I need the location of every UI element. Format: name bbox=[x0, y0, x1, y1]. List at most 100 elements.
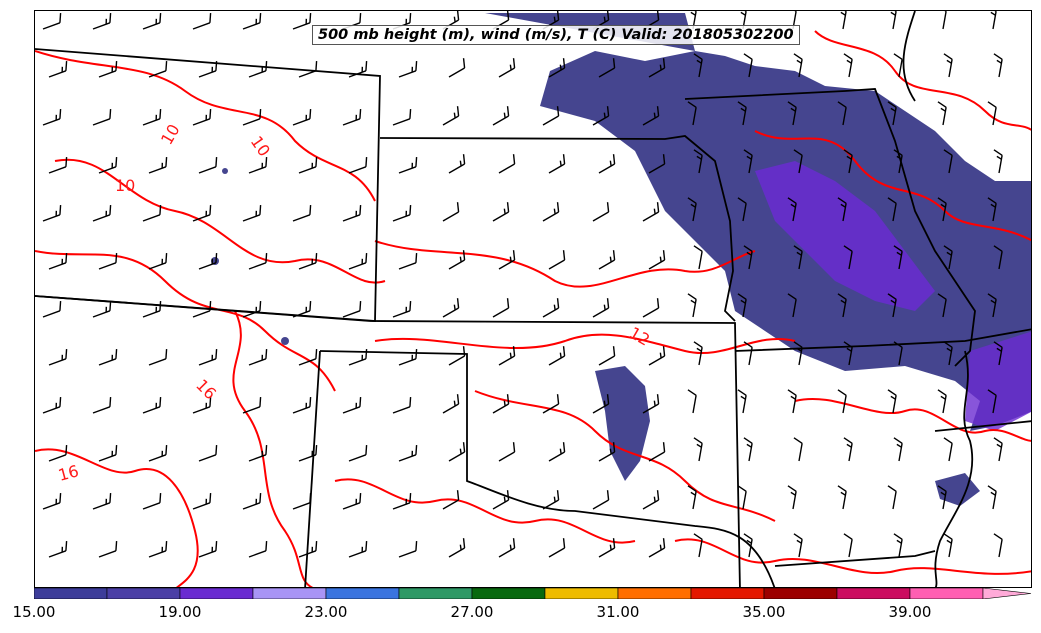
wind-barb bbox=[448, 250, 466, 270]
wind-barb bbox=[442, 202, 460, 222]
wind-barb bbox=[737, 485, 747, 510]
wind-barb bbox=[893, 533, 903, 558]
wind-barb bbox=[598, 154, 616, 174]
wind-barb bbox=[98, 156, 118, 174]
contour-labels: 10 10 10 12 16 16 bbox=[56, 121, 653, 485]
wind-barb bbox=[987, 197, 997, 222]
border-la-ark bbox=[934, 420, 1031, 432]
wind-barb bbox=[893, 245, 903, 270]
wind-barb bbox=[148, 444, 168, 462]
wind-barb bbox=[492, 490, 510, 510]
wind-barb bbox=[192, 12, 212, 30]
colorbar-segment bbox=[544, 588, 619, 599]
state-borders bbox=[35, 11, 1031, 587]
wind-barb bbox=[198, 540, 218, 558]
wind-barb bbox=[893, 341, 903, 366]
wind-barb bbox=[743, 53, 753, 78]
wind-barb bbox=[887, 485, 897, 510]
colorbar-segment bbox=[617, 588, 692, 599]
wind-barb bbox=[542, 490, 560, 510]
wind-barb bbox=[887, 101, 897, 126]
wind-barb bbox=[737, 293, 747, 318]
wind-barb bbox=[192, 396, 212, 414]
colorbar-tick-label: 19.00 bbox=[158, 603, 202, 621]
wind-barb bbox=[548, 154, 566, 174]
colorbar-segment bbox=[325, 588, 400, 599]
wind-barb bbox=[342, 492, 362, 510]
wind-barb bbox=[348, 252, 368, 270]
wind-barb bbox=[737, 197, 747, 222]
wind-barb bbox=[192, 108, 212, 126]
wind-barb bbox=[642, 490, 660, 510]
wind-barb bbox=[448, 346, 466, 366]
wind-barb bbox=[298, 60, 318, 78]
wind-barb bbox=[242, 492, 262, 510]
wind-barb bbox=[142, 396, 162, 414]
wind-barb bbox=[937, 293, 947, 318]
wind-barb bbox=[398, 444, 418, 462]
wind-barb bbox=[993, 53, 1003, 78]
wind-barb bbox=[498, 538, 516, 558]
contour-line-4 bbox=[232, 310, 314, 587]
wind-barb bbox=[648, 154, 666, 174]
wind-barb bbox=[192, 204, 212, 222]
wind-barb bbox=[648, 442, 666, 462]
contour-label: 16 bbox=[56, 461, 81, 485]
wind-barb bbox=[987, 485, 997, 510]
wind-barb bbox=[843, 341, 853, 366]
wind-barb bbox=[498, 154, 516, 174]
wind-barb bbox=[142, 204, 162, 222]
wind-barb bbox=[392, 396, 412, 414]
contour-line-5 bbox=[374, 240, 756, 288]
wind-barb bbox=[448, 154, 466, 174]
wind-barb bbox=[787, 101, 797, 126]
wind-barb bbox=[42, 204, 62, 222]
wind-barb bbox=[292, 108, 312, 126]
wind-barb bbox=[42, 300, 62, 318]
shaded-spot-colorado-2 bbox=[281, 337, 289, 345]
wind-barb bbox=[48, 156, 68, 174]
wind-barb bbox=[98, 60, 118, 78]
wind-barb bbox=[242, 12, 262, 30]
wind-barb bbox=[687, 293, 697, 318]
wind-barb bbox=[398, 60, 418, 78]
wind-barb bbox=[937, 197, 947, 222]
wind-barb bbox=[793, 149, 803, 174]
wind-barb bbox=[693, 533, 703, 558]
wind-barb bbox=[192, 300, 212, 318]
wind-barb bbox=[248, 252, 268, 270]
wind-barb bbox=[887, 11, 897, 30]
wind-barb bbox=[743, 437, 753, 462]
contour-label: 10 bbox=[115, 176, 135, 195]
wind-barb bbox=[592, 106, 610, 126]
border-wyoming-nebraska bbox=[35, 48, 381, 322]
wind-barb bbox=[787, 389, 797, 414]
wind-barb bbox=[837, 101, 847, 126]
map-panel: 10 10 10 12 16 16 500 mb height (m), win… bbox=[34, 10, 1032, 588]
colorbar-segment bbox=[471, 588, 546, 599]
contour-line-10 bbox=[754, 130, 1031, 242]
contour-line-1 bbox=[35, 50, 376, 202]
wind-barb bbox=[92, 12, 112, 30]
wind-barb bbox=[292, 204, 312, 222]
wind-barb bbox=[198, 348, 218, 366]
contour-line-13 bbox=[674, 538, 1031, 575]
contour-line-3 bbox=[35, 250, 336, 392]
colorbar-segment bbox=[690, 588, 765, 599]
colorbar-tick-label: 27.00 bbox=[450, 603, 494, 621]
wind-barb bbox=[42, 12, 62, 30]
wind-speed-shading bbox=[211, 13, 1031, 506]
border-arkansas-north bbox=[734, 328, 1031, 352]
contour-label: 10 bbox=[157, 121, 184, 148]
wind-barb bbox=[342, 204, 362, 222]
wind-barb bbox=[48, 540, 68, 558]
wind-barb bbox=[993, 533, 1003, 558]
wind-barb bbox=[498, 250, 516, 270]
wind-barb bbox=[392, 108, 412, 126]
wind-barb bbox=[648, 538, 666, 558]
wind-barb bbox=[542, 298, 560, 318]
wind-barb bbox=[442, 106, 460, 126]
shaded-region-oklahoma bbox=[595, 366, 650, 481]
wind-barb bbox=[987, 101, 997, 126]
wind-barb bbox=[687, 389, 697, 414]
